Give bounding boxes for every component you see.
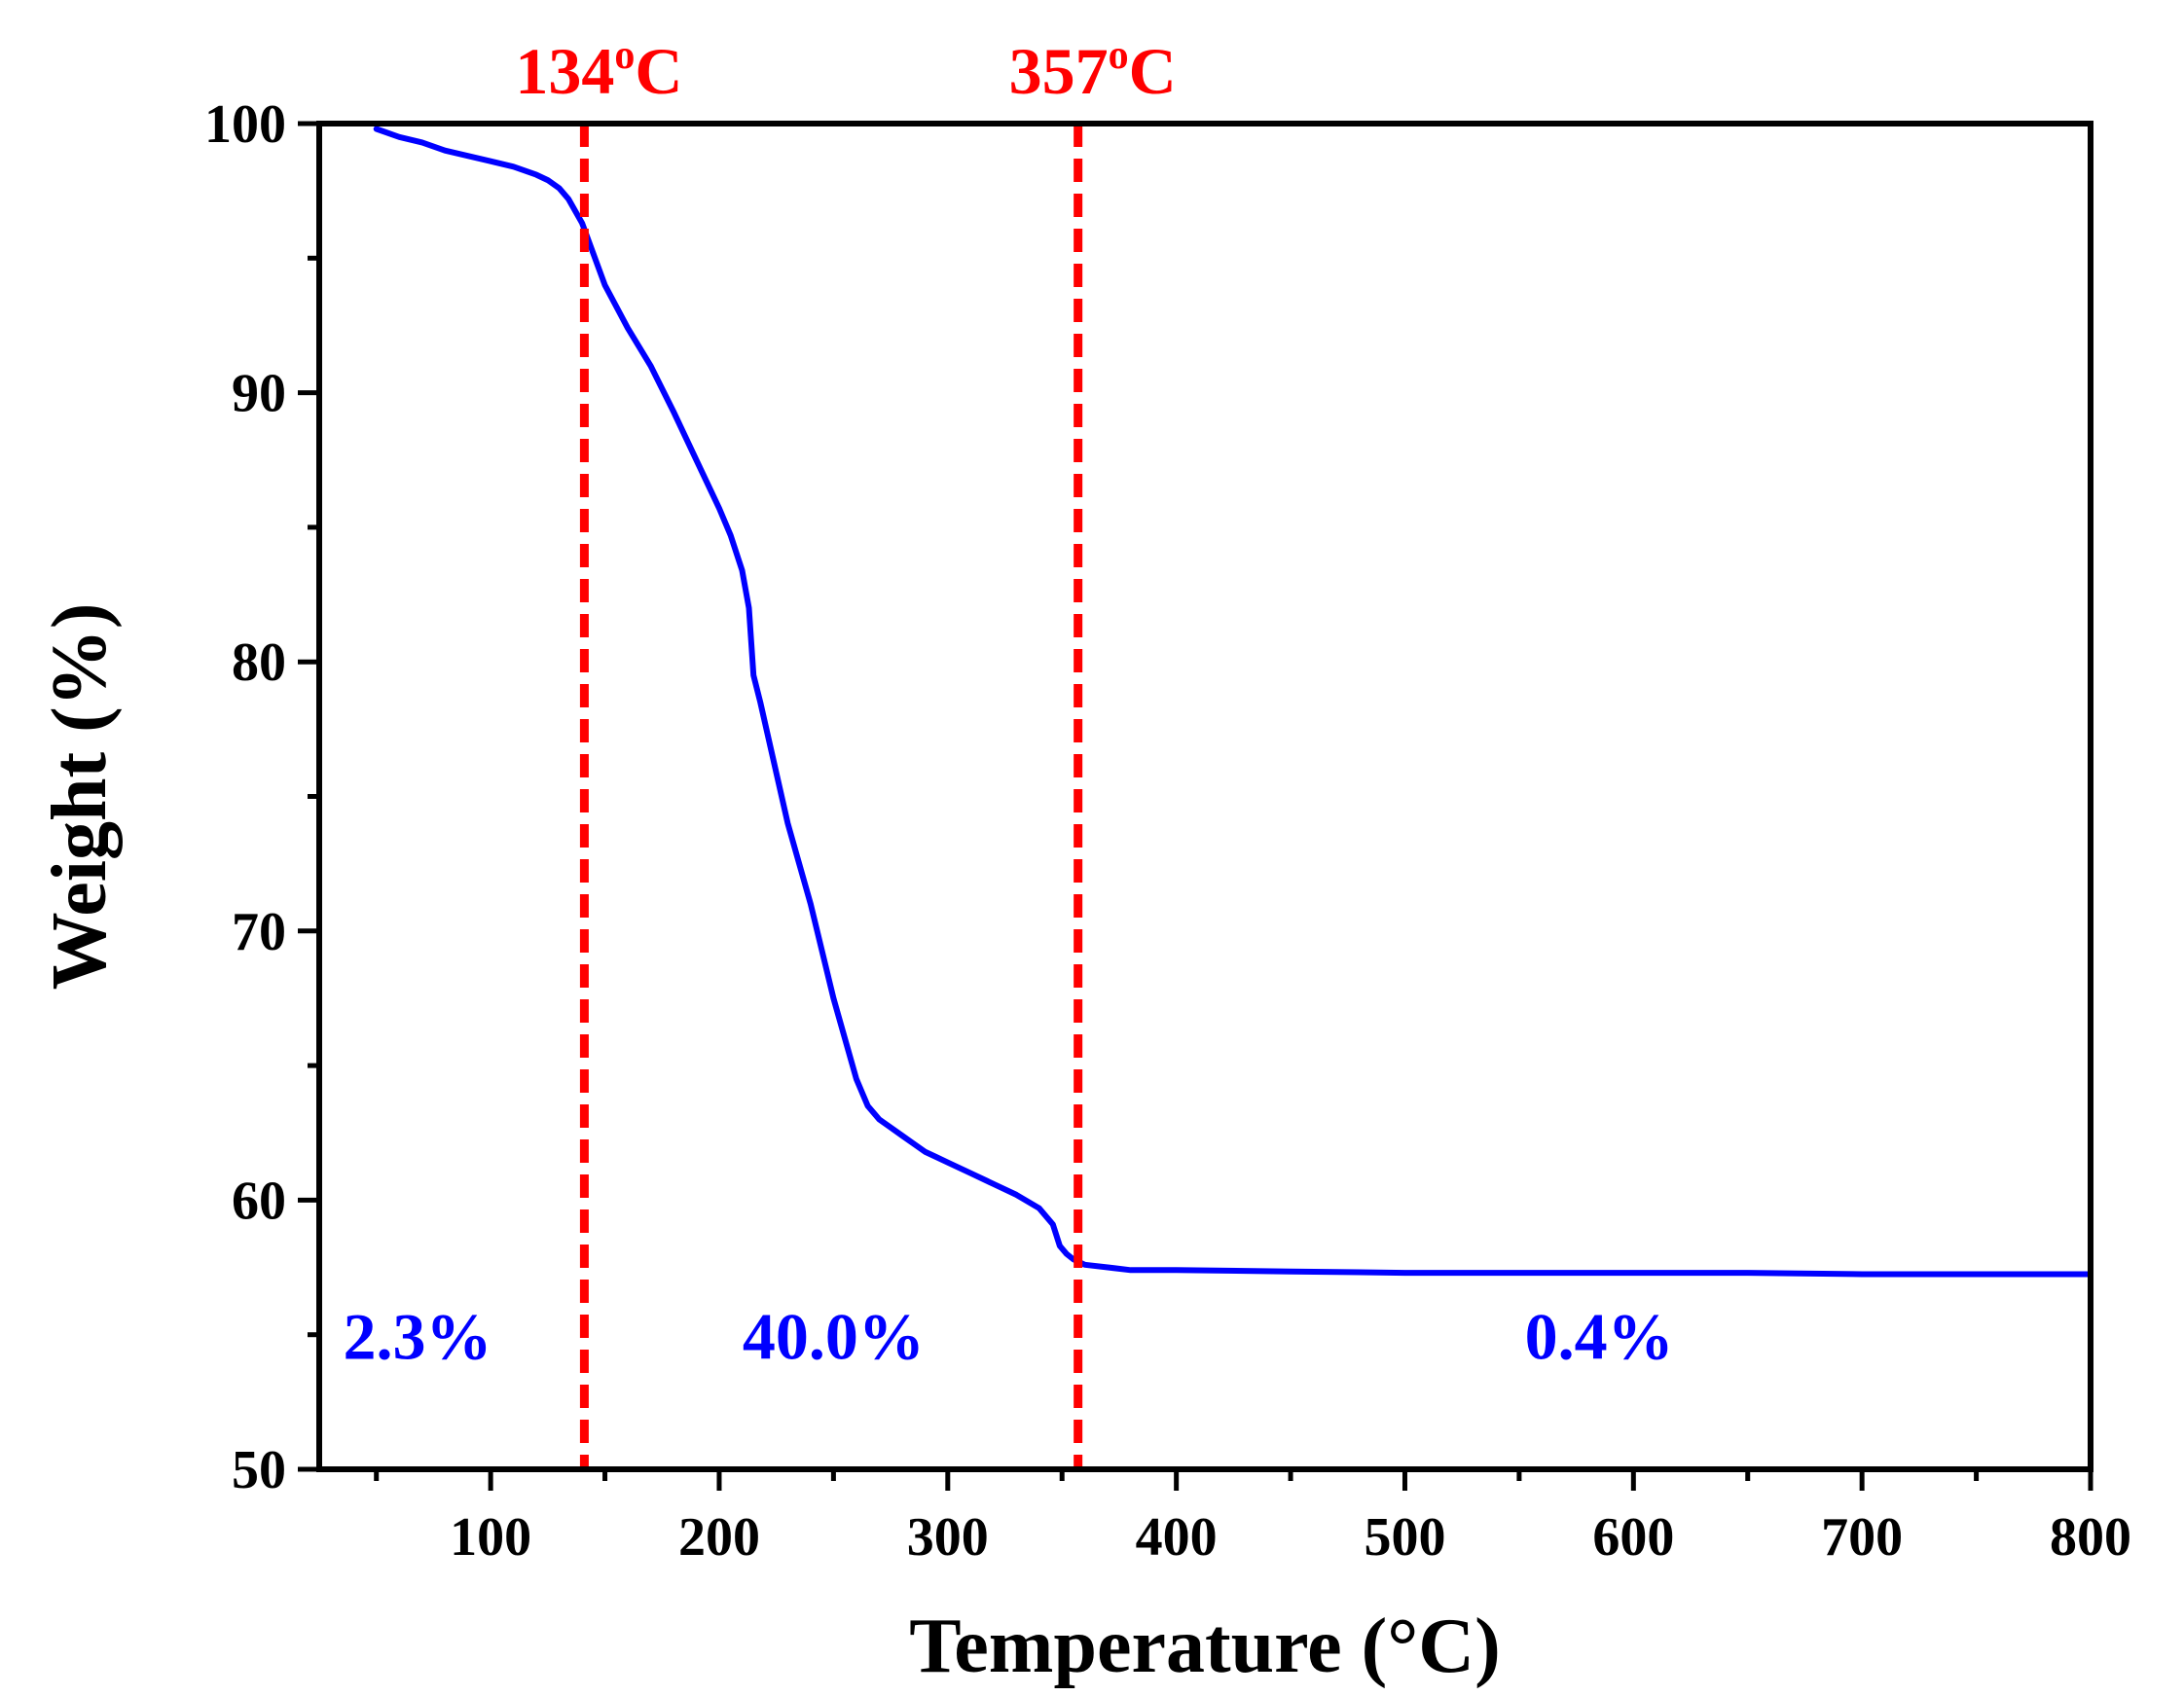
x-tick-label: 300 xyxy=(907,1507,989,1568)
y-tick-label: 100 xyxy=(204,94,286,155)
region-percent-label: 0.4% xyxy=(1525,1300,1674,1374)
axis-ticks: 100 200 300 400 500 600 700 800 50 60 70 80 90 100 xyxy=(204,94,2131,1568)
marker-lines: 134oC 357oC xyxy=(515,33,1177,1469)
x-tick-label: 600 xyxy=(1592,1507,1674,1568)
y-tick-label: 90 xyxy=(232,364,286,424)
marker-label-value: 357 xyxy=(1009,34,1109,108)
marker-label: 357oC xyxy=(1009,33,1177,108)
y-axis-title: Weight (%) xyxy=(37,603,123,991)
marker-label-unit: C xyxy=(1129,34,1177,108)
region-annotations: 2.3% 40.0% 0.4% xyxy=(343,1300,1673,1374)
tga-curve-line xyxy=(373,126,2093,1278)
curve-layer xyxy=(373,126,2093,1278)
marker-label-value: 134 xyxy=(515,34,614,108)
x-tick-label: 800 xyxy=(2050,1507,2131,1568)
plot-frame xyxy=(316,121,2093,1472)
y-tick-label: 50 xyxy=(232,1440,286,1500)
x-tick-label: 400 xyxy=(1136,1507,1218,1568)
marker-label-unit: C xyxy=(635,34,682,108)
y-tick-label: 60 xyxy=(232,1171,286,1231)
region-percent-label: 2.3% xyxy=(343,1300,491,1374)
x-axis-title: Temperature (°C) xyxy=(909,1604,1500,1689)
x-tick-label: 700 xyxy=(1821,1507,1903,1568)
marker-label: 134oC xyxy=(515,33,682,108)
x-tick-label: 100 xyxy=(450,1507,531,1568)
y-tick-label: 80 xyxy=(232,632,286,693)
marker-label-degree: o xyxy=(614,33,635,78)
x-tick-label: 200 xyxy=(678,1507,760,1568)
marker-label-degree: o xyxy=(1109,33,1129,78)
x-tick-label: 500 xyxy=(1364,1507,1445,1568)
y-tick-label: 70 xyxy=(232,902,286,962)
region-percent-label: 40.0% xyxy=(743,1300,925,1374)
